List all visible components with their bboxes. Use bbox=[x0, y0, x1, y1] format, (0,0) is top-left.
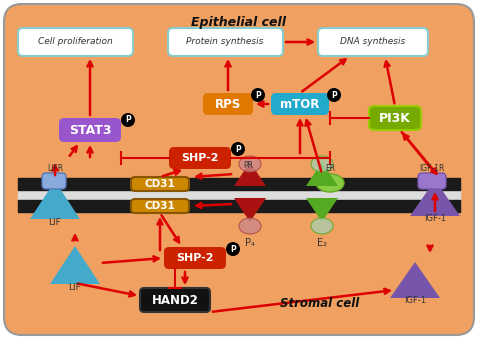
Ellipse shape bbox=[239, 218, 261, 234]
FancyBboxPatch shape bbox=[271, 93, 329, 115]
Text: P: P bbox=[235, 144, 241, 154]
FancyBboxPatch shape bbox=[18, 28, 133, 56]
FancyBboxPatch shape bbox=[140, 288, 210, 312]
Polygon shape bbox=[234, 198, 266, 222]
Polygon shape bbox=[410, 180, 460, 216]
Text: Epithelial cell: Epithelial cell bbox=[192, 16, 286, 29]
Circle shape bbox=[327, 88, 341, 102]
Ellipse shape bbox=[239, 156, 261, 172]
Text: IGF-1: IGF-1 bbox=[404, 296, 426, 305]
Text: STAT3: STAT3 bbox=[69, 123, 111, 137]
Polygon shape bbox=[306, 198, 338, 222]
FancyBboxPatch shape bbox=[42, 173, 66, 189]
Text: P: P bbox=[125, 116, 131, 124]
FancyBboxPatch shape bbox=[418, 173, 446, 189]
Ellipse shape bbox=[311, 218, 333, 234]
FancyBboxPatch shape bbox=[4, 4, 474, 335]
Text: LIFR: LIFR bbox=[47, 164, 63, 173]
Polygon shape bbox=[234, 162, 266, 186]
Ellipse shape bbox=[316, 174, 344, 192]
Text: DNA synthesis: DNA synthesis bbox=[340, 38, 406, 46]
FancyBboxPatch shape bbox=[369, 106, 421, 130]
Text: Protein synthesis: Protein synthesis bbox=[186, 38, 264, 46]
Text: CD31: CD31 bbox=[145, 201, 175, 211]
Text: P: P bbox=[255, 91, 261, 100]
FancyBboxPatch shape bbox=[169, 147, 231, 169]
FancyBboxPatch shape bbox=[203, 93, 253, 115]
Text: HAND2: HAND2 bbox=[152, 294, 198, 306]
Polygon shape bbox=[390, 262, 440, 298]
Ellipse shape bbox=[311, 156, 333, 172]
Text: LIF: LIF bbox=[49, 218, 61, 227]
Text: RPS: RPS bbox=[215, 98, 241, 111]
Text: IGF-1: IGF-1 bbox=[424, 214, 446, 223]
Text: Cell proliferation: Cell proliferation bbox=[38, 38, 112, 46]
Text: P₄: P₄ bbox=[245, 238, 255, 248]
Text: PR: PR bbox=[243, 161, 253, 170]
Text: E₂: E₂ bbox=[317, 238, 327, 248]
FancyBboxPatch shape bbox=[164, 247, 226, 269]
Circle shape bbox=[231, 142, 245, 156]
Polygon shape bbox=[30, 181, 80, 219]
Text: Stromal cell: Stromal cell bbox=[281, 297, 359, 310]
Text: SHP-2: SHP-2 bbox=[176, 253, 214, 263]
FancyBboxPatch shape bbox=[131, 177, 189, 191]
Text: P: P bbox=[230, 244, 236, 254]
Text: PI3K: PI3K bbox=[379, 112, 411, 124]
Circle shape bbox=[251, 88, 265, 102]
FancyBboxPatch shape bbox=[131, 199, 189, 213]
Text: ER: ER bbox=[325, 164, 335, 173]
FancyBboxPatch shape bbox=[168, 28, 283, 56]
Text: IGF-1R: IGF-1R bbox=[419, 164, 445, 173]
Text: P: P bbox=[331, 91, 337, 100]
Polygon shape bbox=[50, 246, 100, 284]
Circle shape bbox=[226, 242, 240, 256]
FancyBboxPatch shape bbox=[59, 118, 121, 142]
Text: CD31: CD31 bbox=[145, 179, 175, 189]
FancyBboxPatch shape bbox=[318, 28, 428, 56]
Circle shape bbox=[121, 113, 135, 127]
Text: SHP-2: SHP-2 bbox=[181, 153, 219, 163]
Polygon shape bbox=[306, 162, 338, 186]
Text: mTOR: mTOR bbox=[280, 98, 320, 111]
Text: LIF: LIF bbox=[69, 283, 81, 292]
